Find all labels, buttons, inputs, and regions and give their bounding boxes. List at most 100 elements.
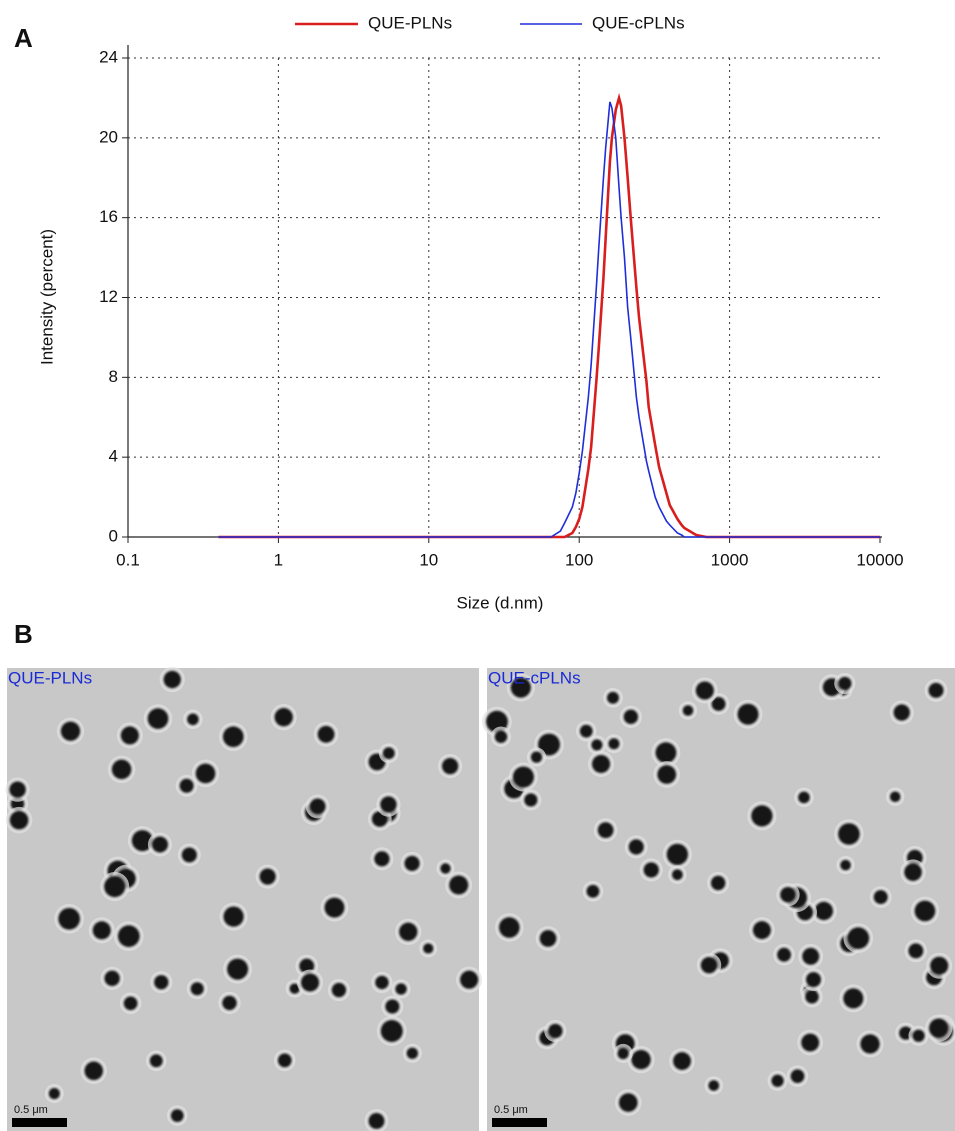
particle: [904, 863, 922, 881]
particle: [530, 751, 543, 763]
particle: [309, 798, 326, 815]
particle: [711, 697, 726, 711]
scale-bar: [492, 1118, 547, 1127]
legend-label: QUE-cPLNs: [592, 13, 685, 32]
particle: [195, 763, 216, 784]
particle: [406, 1047, 418, 1059]
data-line: [218, 92, 880, 539]
particle: [752, 921, 771, 940]
particle: [117, 925, 140, 947]
particle: [928, 682, 944, 698]
particle: [524, 793, 538, 807]
particle: [597, 822, 614, 839]
particle: [9, 781, 26, 798]
particle: [58, 907, 80, 930]
particle: [838, 823, 860, 845]
particle: [538, 733, 560, 756]
particle: [893, 704, 910, 721]
image-label: QUE-PLNs: [8, 668, 92, 687]
particle: [380, 796, 397, 813]
particle: [154, 975, 169, 990]
particle: [708, 1080, 720, 1091]
particle: [606, 691, 619, 704]
particle: [623, 709, 639, 724]
y-tick-label: 16: [99, 207, 118, 226]
particle: [777, 947, 791, 962]
particle: [131, 830, 153, 852]
particle: [227, 958, 249, 980]
particle: [929, 1018, 949, 1038]
particle: [512, 766, 534, 788]
particle: [666, 843, 688, 865]
particle: [259, 868, 276, 885]
particle: [695, 681, 714, 700]
particle: [382, 747, 395, 760]
particle: [790, 1069, 805, 1084]
x-tick-label: 0.1: [116, 550, 140, 569]
particle: [104, 970, 120, 986]
particle: [399, 922, 418, 941]
particle: [737, 703, 759, 725]
particle: [289, 983, 300, 994]
particle: [48, 1088, 60, 1100]
particle: [617, 1047, 629, 1060]
particle: [151, 836, 168, 853]
particle: [592, 754, 611, 773]
particle: [380, 1020, 403, 1043]
particle: [618, 1093, 638, 1112]
particle: [277, 1053, 292, 1068]
particle: [179, 778, 194, 793]
particle: [814, 901, 833, 921]
particle: [147, 708, 169, 729]
particle: [442, 757, 459, 775]
particle: [181, 847, 197, 863]
y-tick-label: 20: [99, 127, 118, 146]
particle: [9, 810, 29, 830]
particle: [60, 721, 81, 741]
y-tick-label: 8: [109, 367, 118, 386]
particle: [548, 1023, 563, 1039]
x-tick-label: 1000: [711, 550, 749, 569]
particle: [843, 988, 864, 1009]
particle: [673, 1052, 691, 1070]
particle: [579, 724, 593, 738]
particle: [801, 1033, 820, 1052]
particle: [84, 1061, 103, 1081]
particle: [170, 1109, 184, 1122]
tem-images: QUE-PLNs 0.5 μm QUE-cPLNs 0.5 μm: [5, 666, 955, 1131]
particle: [889, 791, 901, 802]
particle: [930, 956, 949, 975]
particle: [908, 943, 924, 959]
panel-label: B: [14, 619, 33, 649]
particle: [395, 983, 407, 995]
particle: [539, 930, 557, 947]
particle: [317, 725, 335, 743]
particle: [449, 875, 469, 895]
particle: [111, 759, 132, 780]
particle: [510, 677, 531, 698]
particle: [591, 739, 603, 751]
particle: [385, 999, 400, 1014]
particle: [324, 897, 345, 918]
particle: [780, 886, 796, 903]
particle: [331, 982, 347, 998]
y-tick-label: 4: [109, 447, 118, 466]
x-tick-label: 100: [565, 550, 593, 569]
particle: [873, 890, 888, 905]
scale-bar-label: 0.5 μm: [14, 1104, 48, 1116]
particle: [440, 863, 451, 874]
particle: [912, 1029, 925, 1042]
particle: [222, 726, 244, 748]
particle: [149, 1054, 163, 1068]
particle: [805, 990, 819, 1004]
x-axis-title: Size (d.nm): [457, 593, 544, 612]
particle: [840, 859, 851, 871]
x-tick-label: 10000: [856, 550, 903, 569]
x-tick-label: 1: [274, 550, 283, 569]
particle: [104, 875, 126, 898]
particle: [499, 917, 520, 938]
particle: [682, 705, 694, 716]
particle: [798, 791, 810, 804]
